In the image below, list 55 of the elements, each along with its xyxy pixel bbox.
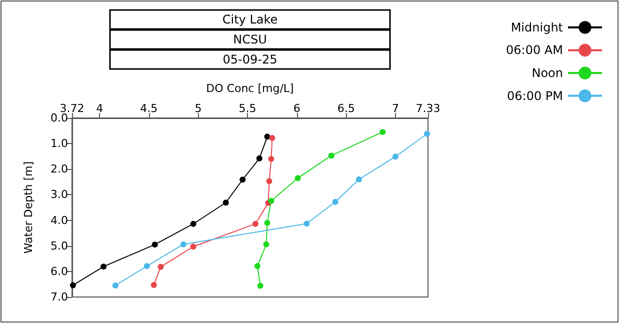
y-tick-label: 6.0 [50, 264, 68, 278]
point [268, 198, 274, 204]
chart-subtitle: NCSU [233, 32, 267, 46]
point [264, 220, 270, 226]
point [180, 241, 186, 248]
x-tick-label: 6 [293, 102, 300, 115]
legend-label: Midnight [510, 20, 564, 34]
point [256, 155, 262, 162]
text: 05-09-25 [222, 52, 278, 66]
chart-title: City Lake [222, 12, 278, 26]
legend-label: 06:00 AM [506, 43, 563, 58]
point [269, 134, 276, 141]
x-tick-label: 7.33 [416, 102, 440, 115]
point [144, 263, 150, 270]
point [263, 241, 270, 248]
x-tick-label: 7 [392, 102, 399, 115]
x-axis-title: DO Conc [mg/L] [206, 82, 294, 95]
y-tick-label: 5.0 [50, 239, 68, 252]
x-tick-label: 5 [194, 102, 202, 115]
point [100, 264, 107, 270]
point [190, 220, 196, 227]
point [328, 152, 334, 159]
point [254, 263, 260, 270]
x-tick-label: 4 [96, 102, 104, 115]
point [70, 282, 76, 288]
x-tick-label: 4.5 [140, 102, 158, 115]
point [240, 176, 246, 183]
point [392, 154, 398, 160]
y-tick-label: 7.0 [50, 290, 68, 304]
point [304, 220, 310, 227]
point [112, 282, 118, 288]
point [268, 156, 274, 162]
y-axis-title: Water Depth [m] [22, 161, 35, 254]
point [152, 242, 158, 248]
point [150, 282, 157, 288]
point [222, 200, 229, 206]
point [264, 134, 270, 140]
point [252, 220, 258, 227]
y-tick-label: 4.0 [50, 214, 68, 227]
point [190, 244, 196, 250]
x-tick-label: 5.5 [238, 102, 256, 115]
legend-label: 06:00 PM [507, 88, 563, 103]
y-tick-label: 2.0 [50, 162, 68, 176]
legend-label: Noon [532, 66, 563, 80]
point [380, 129, 386, 136]
point [294, 175, 301, 182]
y-tick-label: 3.0 [50, 188, 68, 202]
point [356, 176, 362, 182]
x-tick-label: 6.5 [337, 102, 355, 115]
point [158, 264, 164, 270]
point [332, 198, 338, 205]
point [266, 178, 272, 184]
point [257, 282, 264, 289]
point [424, 130, 430, 137]
y-tick-label: 1.0 [50, 137, 68, 150]
